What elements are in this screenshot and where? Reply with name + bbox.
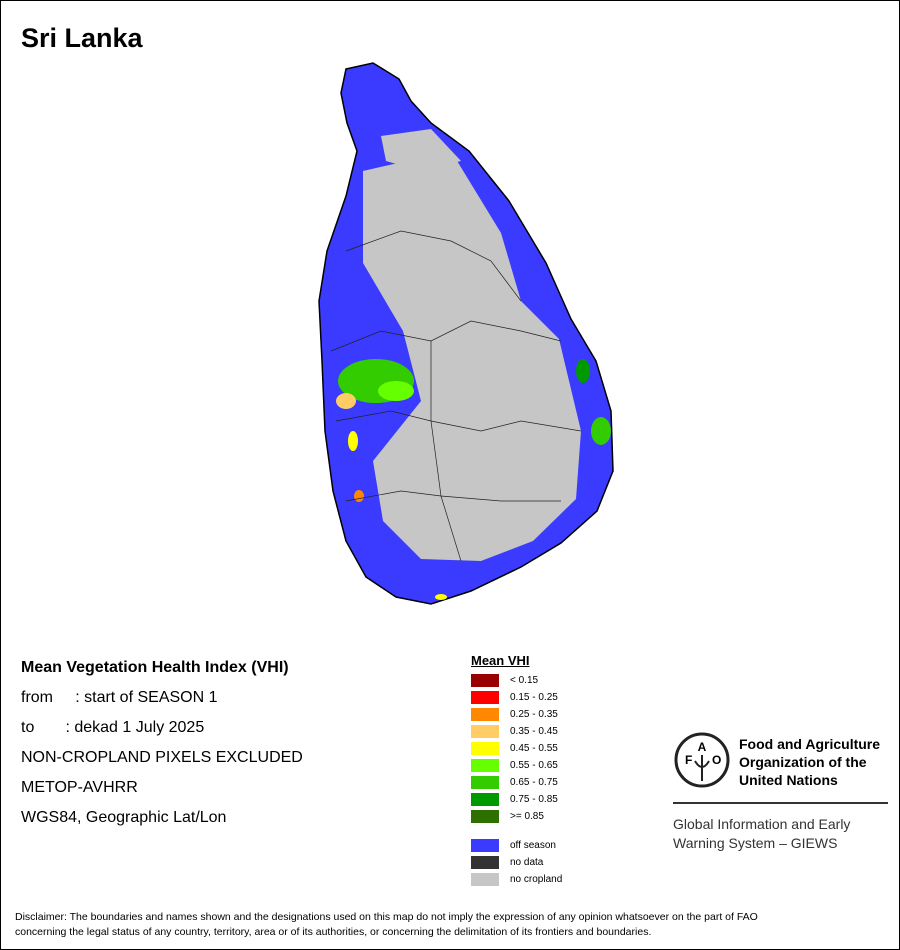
giews-2: Warning System – GIEWS: [673, 835, 838, 851]
disclaimer-line: concerning the legal status of any count…: [15, 926, 652, 938]
legend-label: off season: [510, 840, 556, 851]
legend-item: off season: [471, 837, 562, 854]
disclaimer: Disclaimer: The boundaries and names sho…: [15, 910, 758, 940]
legend-swatch: [471, 810, 499, 823]
legend-label: 0.25 - 0.35: [510, 709, 558, 720]
org-name-3: United Nations: [739, 772, 838, 788]
divider: [673, 802, 888, 804]
legend-item: < 0.15: [471, 672, 562, 689]
legend-item: 0.75 - 0.85: [471, 791, 562, 808]
svg-text:A: A: [698, 740, 707, 754]
period-to: to : dekad 1 July 2025: [21, 719, 205, 736]
legend: Mean VHI < 0.15 0.15 - 0.25 0.25 - 0.35 0.3…: [471, 653, 562, 888]
legend-item: no cropland: [471, 871, 562, 888]
legend-label: 0.65 - 0.75: [510, 777, 558, 788]
legend-swatch: [471, 742, 499, 755]
legend-swatch: [471, 759, 499, 772]
mask-note: NON-CROPLAND PIXELS EXCLUDED: [21, 749, 303, 766]
sensor: METOP-AVHRR: [21, 779, 138, 796]
legend-swatch: [471, 674, 499, 687]
legend-swatch: [471, 708, 499, 721]
green-patches: [336, 359, 611, 600]
legend-item: 0.65 - 0.75: [471, 774, 562, 791]
org-name-1: Food and Agriculture: [739, 736, 881, 752]
legend-swatch: [471, 793, 499, 806]
legend-label: >= 0.85: [510, 811, 544, 822]
legend-label: no data: [510, 857, 544, 868]
fao-logo-icon: A F O: [674, 732, 730, 788]
svg-text:F: F: [685, 753, 692, 767]
legend-item: no data: [471, 854, 562, 871]
fao-block: A F O Food and Agriculture Organization …: [673, 731, 888, 851]
no-cropland-north: [381, 129, 461, 171]
legend-label: 0.75 - 0.85: [510, 794, 558, 805]
legend-swatch: [471, 873, 499, 886]
index-heading: Mean Vegetation Health Index (VHI): [21, 659, 289, 676]
legend-item: >= 0.85: [471, 808, 562, 825]
legend-item: 0.55 - 0.65: [471, 757, 562, 774]
legend-item: 0.25 - 0.35: [471, 706, 562, 723]
legend-label: 0.55 - 0.65: [510, 760, 558, 771]
org-name-2: Organization of the: [739, 754, 867, 770]
map-title: Sri Lanka: [21, 23, 143, 53]
disclaimer-line: Disclaimer: The boundaries and names sho…: [15, 911, 758, 923]
legend-swatch: [471, 691, 499, 704]
legend-swatch: [471, 856, 499, 869]
legend-item: 0.45 - 0.55: [471, 740, 562, 757]
legend-label: 0.15 - 0.25: [510, 692, 558, 703]
legend-swatch: [471, 776, 499, 789]
legend-label: 0.45 - 0.55: [510, 743, 558, 754]
district-boundaries: [330, 230, 582, 562]
no-cropland-area: [363, 151, 581, 561]
legend-label: 0.35 - 0.45: [510, 726, 558, 737]
legend-item: 0.15 - 0.25: [471, 689, 562, 706]
legend-title: Mean VHI: [471, 653, 530, 668]
legend-item: 0.35 - 0.45: [471, 723, 562, 740]
legend-swatch: [471, 725, 499, 738]
svg-text:O: O: [712, 753, 721, 767]
legend-label: no cropland: [510, 874, 563, 885]
projection: WGS84, Geographic Lat/Lon: [21, 809, 227, 826]
legend-label: < 0.15: [510, 675, 539, 686]
legend-swatch: [471, 839, 499, 852]
giews-1: Global Information and Early: [673, 816, 851, 832]
period-from: from : start of SEASON 1: [21, 689, 218, 706]
